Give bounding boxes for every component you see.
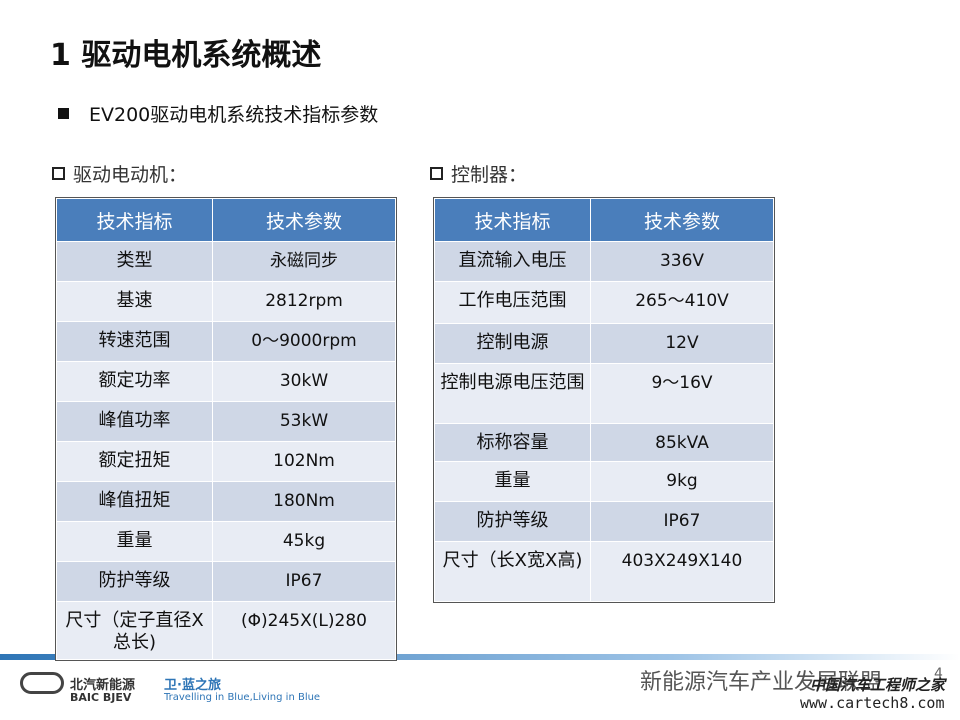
- table-heading: 驱动电动机：: [52, 160, 187, 187]
- spec-value: 53kW: [212, 401, 396, 442]
- heading-box: [52, 167, 65, 180]
- spec-name: 防护等级: [434, 501, 591, 542]
- spec-value: 12V: [590, 323, 774, 364]
- logo: [20, 672, 64, 694]
- table-row: 控制电源 12V: [434, 323, 774, 364]
- spec-name: 重量: [434, 461, 591, 502]
- table-row: 标称容量 85kVA: [434, 423, 774, 462]
- table-heading: 控制器：: [430, 160, 527, 187]
- table-row: 峰值扭矩 180Nm: [56, 481, 396, 522]
- spec-name: 基速: [56, 281, 213, 322]
- spec-value: IP67: [590, 501, 774, 542]
- column-header: 技术参数: [212, 198, 396, 242]
- table-row: 峰值功率 53kW: [56, 401, 396, 442]
- table-row: 重量 45kg: [56, 521, 396, 562]
- table-row: 防护等级 IP67: [434, 501, 774, 542]
- spec-value: 102Nm: [212, 441, 396, 482]
- spec-name: 尺寸（定子直径X总长): [56, 601, 213, 660]
- spec-value: 2812rpm: [212, 281, 396, 322]
- brand-en: BAIC BJEV: [70, 691, 132, 704]
- spec-value: IP67: [212, 561, 396, 602]
- table-row: 重量 9kg: [434, 461, 774, 502]
- table-row: 尺寸（长X宽X高) 403X249X140: [434, 541, 774, 602]
- spec-value: 9kg: [590, 461, 774, 502]
- table-row: 控制电源电压范围 9～16V: [434, 363, 774, 424]
- slogan-en: Travelling in Blue,Living in Blue: [164, 692, 321, 703]
- spec-name: 控制电源: [434, 323, 591, 364]
- column-header: 技术参数: [590, 198, 774, 242]
- bullet: EV200驱动电机系统技术指标参数: [58, 100, 378, 127]
- site-cn: 中国汽车工程师之家: [810, 676, 946, 694]
- table-row: 直流输入电压 336V: [434, 241, 774, 282]
- spec-name: 峰值扭矩: [56, 481, 213, 522]
- spec-name: 尺寸（长X宽X高): [434, 541, 591, 602]
- spec-table: 技术指标 技术参数 类型 永磁同步 基速 2812rpm 转速范围 0～9000rpm 额定功率…: [55, 197, 397, 661]
- column-header: 技术指标: [56, 198, 213, 242]
- spec-value: (Φ)245X(L)280: [212, 601, 396, 660]
- spec-value: 265～410V: [590, 281, 774, 324]
- site-url: www.cartech8.com: [800, 694, 945, 712]
- spec-value: 0～9000rpm: [212, 321, 396, 362]
- table-row: 额定扭矩 102Nm: [56, 441, 396, 482]
- spec-value: 永磁同步: [212, 241, 396, 282]
- spec-value: 403X249X140: [590, 541, 774, 602]
- spec-value: 180Nm: [212, 481, 396, 522]
- watermark: 新能源汽车产业发展联盟: [640, 670, 883, 695]
- table-row: 尺寸（定子直径X总长) (Φ)245X(L)280: [56, 601, 396, 660]
- bullet-text: EV200驱动电机系统技术指标参数: [89, 104, 379, 126]
- bullet-square: [58, 108, 69, 119]
- spec-value: 45kg: [212, 521, 396, 562]
- spec-value: 85kVA: [590, 423, 774, 462]
- spec-value: 9～16V: [590, 363, 774, 424]
- table-row: 转速范围 0～9000rpm: [56, 321, 396, 362]
- spec-name: 控制电源电压范围: [434, 363, 591, 424]
- table-row: 工作电压范围 265～410V: [434, 281, 774, 324]
- brand-cn: 北汽新能源: [70, 678, 136, 693]
- footer-line: [0, 654, 960, 660]
- table-row: 额定功率 30kW: [56, 361, 396, 402]
- spec-name: 工作电压范围: [434, 281, 591, 324]
- spec-name: 峰值功率: [56, 401, 213, 442]
- spec-name: 类型: [56, 241, 213, 282]
- table-row: 类型 永磁同步: [56, 241, 396, 282]
- heading-text: 驱动电动机：: [73, 164, 188, 186]
- table-row: 基速 2812rpm: [56, 281, 396, 322]
- header-row: 技术指标 技术参数: [434, 198, 774, 242]
- heading-text: 控制器：: [451, 164, 528, 186]
- spec-value: 336V: [590, 241, 774, 282]
- spec-name: 转速范围: [56, 321, 213, 362]
- heading-box: [430, 167, 443, 180]
- column-header: 技术指标: [434, 198, 591, 242]
- spec-name: 重量: [56, 521, 213, 562]
- spec-table: 技术指标 技术参数 直流输入电压 336V 工作电压范围 265～410V 控制电源 12V 控…: [433, 197, 775, 603]
- spec-name: 额定扭矩: [56, 441, 213, 482]
- slogan-cn: 卫·蓝之旅: [164, 678, 221, 693]
- spec-name: 额定功率: [56, 361, 213, 402]
- slide-title: 1 驱动电机系统概述: [50, 38, 322, 73]
- spec-name: 直流输入电压: [434, 241, 591, 282]
- spec-name: 防护等级: [56, 561, 213, 602]
- spec-value: 30kW: [212, 361, 396, 402]
- header-row: 技术指标 技术参数: [56, 198, 396, 242]
- spec-name: 标称容量: [434, 423, 591, 462]
- table-row: 防护等级 IP67: [56, 561, 396, 602]
- page-number: 4: [934, 666, 943, 682]
